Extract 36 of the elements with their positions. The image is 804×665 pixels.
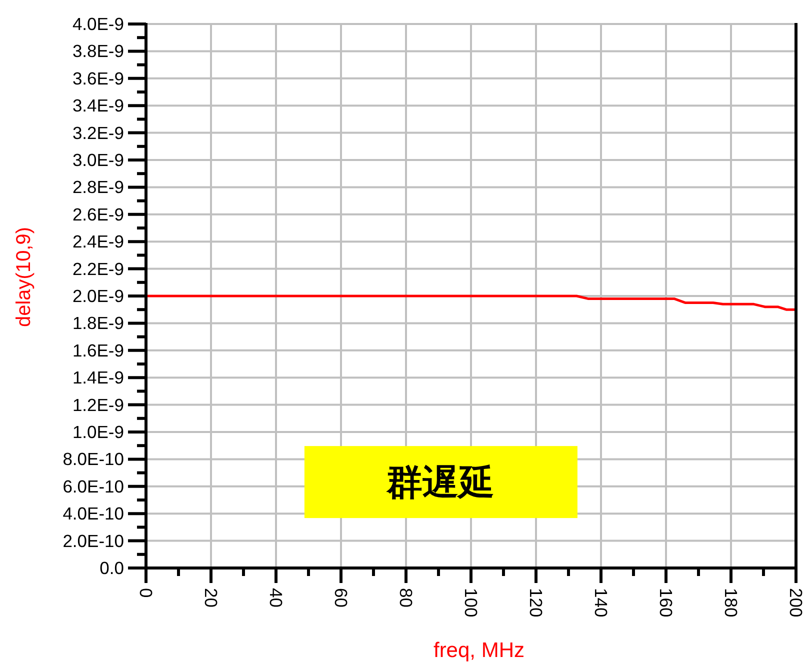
y-tick-label: 3.2E-9	[72, 122, 124, 143]
y-tick-label: 2.0E-10	[62, 530, 124, 551]
y-tick-label: 8.0E-10	[62, 449, 124, 470]
x-tick-label: 20	[201, 588, 221, 608]
y-tick-label: 3.4E-9	[72, 96, 124, 116]
y-tick-label: 2.0E-9	[72, 286, 124, 306]
y-tick-label: 2.2E-9	[72, 258, 124, 279]
x-tick-label: 160	[656, 588, 676, 618]
y-axis-title: delay(10,9)	[13, 226, 35, 328]
y-tick-label: 3.0E-9	[72, 150, 124, 170]
y-tick-label: 1.0E-9	[72, 422, 124, 442]
y-tick-label: 1.6E-9	[72, 340, 124, 360]
y-tick-label: 3.6E-9	[72, 68, 124, 88]
x-tick-label: 0	[136, 588, 156, 598]
y-tick-label: 3.8E-9	[72, 41, 124, 62]
y-tick-label: 2.8E-9	[72, 177, 124, 198]
x-tick-label: 80	[396, 588, 416, 608]
x-axis-title: freq, MHz	[433, 639, 525, 662]
y-tick-label: 6.0E-10	[62, 476, 124, 496]
y-tick-label: 2.4E-9	[72, 232, 124, 252]
y-tick-label: 1.4E-9	[72, 368, 124, 388]
x-tick-label: 40	[266, 588, 286, 608]
x-tick-label: 180	[721, 588, 741, 618]
y-tick-label: 1.8E-9	[72, 313, 124, 334]
annotation: 群遅延	[385, 462, 494, 503]
y-tick-label: 4.0E-10	[62, 504, 124, 524]
y-tick-label: 4.0E-9	[72, 14, 124, 34]
x-tick-label: 120	[526, 588, 546, 618]
x-tick-label: 100	[461, 588, 481, 618]
x-tick-label: 140	[591, 588, 611, 618]
y-tick-label: 1.2E-9	[72, 394, 124, 415]
annotation: 群遅延	[304, 446, 578, 518]
x-tick-label: 200	[786, 588, 804, 618]
x-tick-label: 60	[331, 588, 351, 608]
y-tick-label: 0.0	[100, 558, 124, 578]
y-tick-label: 2.6E-9	[72, 204, 124, 224]
